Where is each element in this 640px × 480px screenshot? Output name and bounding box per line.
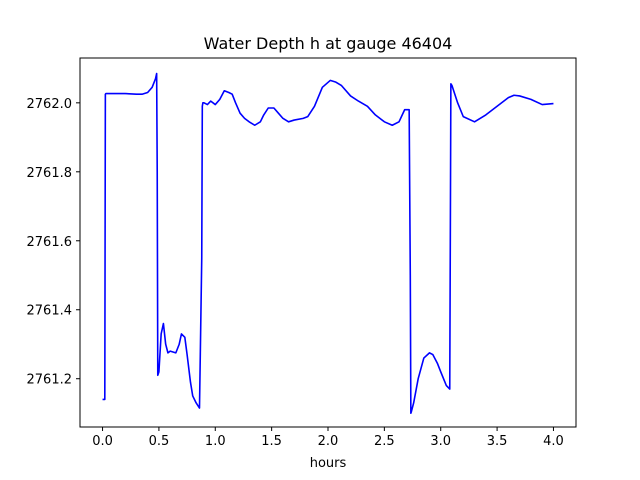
y-tick-label: 2761.6 [27, 235, 73, 250]
x-tick-label: 1.0 [205, 434, 226, 449]
x-axis-label: hours [310, 456, 347, 471]
x-tick-label: 0.0 [92, 434, 113, 449]
y-axis: 2761.2 2761.4 2761.6 2761.8 2762.0 [27, 97, 80, 388]
x-tick-label: 2.5 [374, 434, 395, 449]
y-tick-label: 2761.8 [27, 166, 73, 181]
series-group [102, 72, 554, 415]
y-tick-label: 2761.2 [27, 373, 73, 388]
x-tick-label: 3.0 [430, 434, 451, 449]
chart-title: Water Depth h at gauge 46404 [204, 34, 453, 53]
x-axis: 0.0 0.5 1.0 1.5 2.0 2.5 3.0 3.5 4.0 [92, 427, 564, 449]
x-tick-label: 3.5 [487, 434, 508, 449]
y-tick-label: 2762.0 [27, 97, 73, 112]
x-tick-label: 4.0 [543, 434, 564, 449]
series-line [102, 72, 554, 415]
x-tick-label: 1.5 [261, 434, 282, 449]
x-tick-label: 2.0 [318, 434, 339, 449]
x-tick-label: 0.5 [149, 434, 170, 449]
y-tick-label: 2761.4 [27, 304, 73, 319]
